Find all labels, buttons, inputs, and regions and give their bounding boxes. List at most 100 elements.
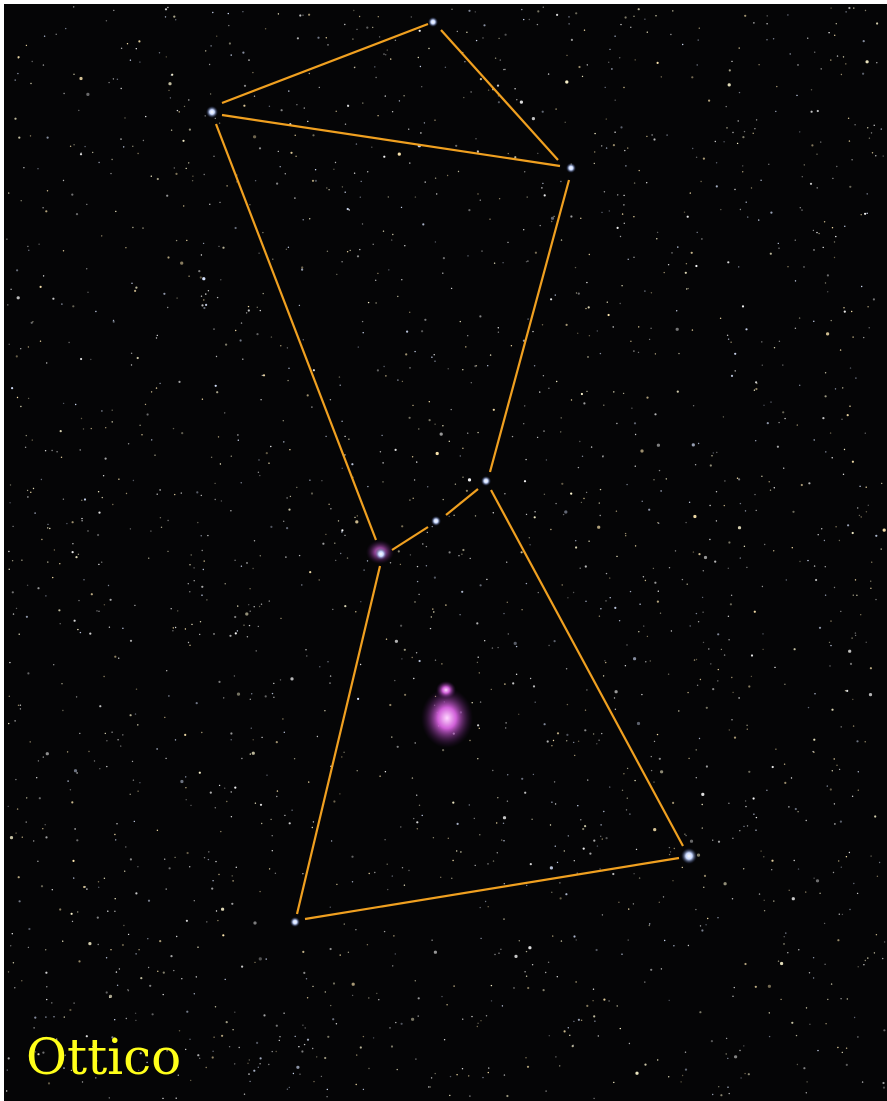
star	[728, 541, 730, 543]
star	[615, 709, 616, 710]
star	[46, 752, 49, 755]
star	[602, 456, 603, 457]
star	[415, 980, 416, 981]
star	[170, 97, 171, 98]
star	[498, 38, 499, 39]
star	[336, 111, 337, 112]
star	[653, 781, 654, 782]
star	[20, 708, 21, 709]
star	[241, 758, 242, 759]
star	[84, 498, 86, 500]
star	[560, 181, 561, 182]
star	[175, 627, 176, 628]
star	[312, 134, 314, 136]
star	[813, 739, 815, 741]
star	[20, 705, 21, 706]
star	[468, 10, 470, 12]
star	[824, 964, 825, 965]
star	[165, 16, 166, 17]
star	[201, 595, 202, 596]
star	[213, 1037, 214, 1038]
star	[720, 209, 721, 210]
star	[14, 987, 15, 988]
star	[302, 951, 304, 953]
star	[229, 42, 231, 44]
star	[434, 424, 435, 425]
star	[235, 227, 237, 229]
star	[23, 167, 24, 168]
star	[10, 836, 13, 839]
star	[221, 908, 224, 911]
star	[26, 435, 27, 436]
star	[852, 461, 854, 463]
star	[608, 314, 610, 316]
star	[418, 428, 419, 429]
star	[37, 587, 39, 589]
star	[803, 266, 804, 267]
star	[45, 595, 46, 596]
star	[557, 976, 558, 977]
star	[105, 733, 106, 734]
star	[332, 1018, 334, 1020]
star	[745, 800, 746, 801]
star	[114, 1019, 115, 1020]
star	[76, 696, 77, 697]
star	[355, 520, 358, 523]
star	[477, 662, 478, 663]
star	[789, 890, 790, 891]
star	[738, 120, 739, 121]
star	[18, 56, 20, 58]
star	[30, 492, 31, 493]
star	[259, 475, 260, 476]
star	[870, 588, 871, 589]
star	[853, 883, 854, 884]
star	[698, 553, 700, 555]
star	[86, 888, 87, 889]
star	[712, 688, 714, 690]
star	[341, 261, 342, 262]
star	[865, 433, 866, 434]
star	[813, 230, 814, 231]
star	[717, 917, 718, 918]
star	[797, 424, 798, 425]
star	[184, 106, 185, 107]
star	[521, 609, 522, 610]
star	[829, 642, 830, 643]
star	[746, 567, 747, 568]
star	[22, 837, 23, 838]
star	[696, 749, 697, 750]
star	[432, 608, 433, 609]
star	[404, 649, 406, 651]
star	[193, 567, 194, 568]
star	[201, 732, 202, 733]
star	[79, 77, 82, 80]
star	[603, 811, 604, 812]
star	[18, 137, 20, 139]
star	[164, 859, 165, 860]
star	[272, 693, 273, 694]
star	[385, 375, 386, 376]
caption: Ottico	[26, 1028, 181, 1086]
star	[605, 87, 606, 88]
star	[697, 64, 698, 65]
star	[8, 806, 9, 807]
star	[317, 736, 318, 737]
star	[544, 494, 545, 495]
star	[585, 710, 586, 711]
star	[566, 324, 568, 326]
star	[94, 760, 95, 761]
star	[688, 288, 689, 289]
star	[702, 597, 703, 598]
star	[175, 739, 176, 740]
star	[708, 648, 709, 649]
star	[424, 122, 425, 123]
star	[618, 902, 619, 903]
star	[278, 13, 279, 14]
star	[409, 367, 410, 368]
star	[594, 163, 595, 164]
star	[285, 556, 286, 557]
star	[883, 1087, 885, 1089]
star	[716, 162, 717, 163]
star	[562, 584, 563, 585]
star	[654, 582, 656, 584]
